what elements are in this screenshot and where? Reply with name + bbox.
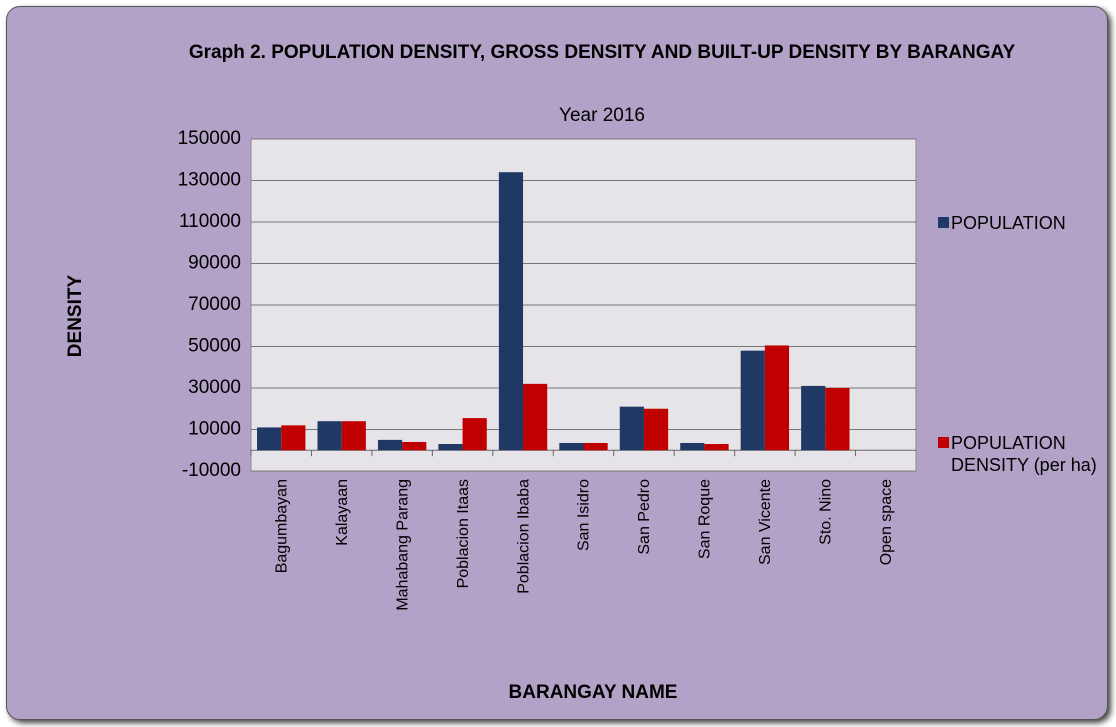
y-tick-label: 130000 — [178, 170, 241, 191]
bar — [498, 172, 524, 451]
bar — [281, 425, 306, 451]
y-axis-label: DENSITY — [65, 275, 86, 358]
bar — [257, 427, 282, 451]
bar — [825, 388, 850, 451]
legend-swatch — [938, 437, 949, 448]
y-tick-label: 10000 — [188, 419, 241, 440]
y-tick-label: 150000 — [178, 128, 241, 149]
x-tick-label: San Roque — [697, 479, 714, 559]
bar — [643, 408, 669, 451]
bar — [764, 345, 790, 451]
legend-swatch — [938, 217, 949, 228]
bar — [438, 444, 463, 451]
x-tick-label: Sto. Nino — [818, 479, 835, 545]
x-tick-label: San Isidro — [576, 479, 593, 551]
x-tick-label: Open space — [878, 479, 895, 565]
legend-label: POPULATION DENSITY (per ha) — [951, 433, 1097, 475]
x-tick-label: Poblacion Ibaba — [515, 479, 532, 594]
y-tick-label: 30000 — [188, 377, 241, 398]
x-tick-label: Mahabang Parang — [394, 479, 411, 611]
legend-label: POPULATION — [951, 213, 1066, 233]
x-tick-label: Poblacion Itaas — [455, 479, 472, 588]
bar — [317, 421, 342, 451]
x-tick-label: Kalayaan — [334, 479, 351, 546]
x-tick-label: San Pedro — [636, 479, 653, 555]
chart-subtitle: Year 2016 — [559, 105, 645, 126]
y-tick-label: 70000 — [188, 294, 241, 315]
bar — [462, 418, 487, 451]
bar — [801, 385, 826, 451]
bar — [619, 406, 644, 451]
y-tick-label: 90000 — [188, 253, 241, 274]
x-tick-label: Bagumbayan — [273, 479, 290, 573]
bar — [704, 444, 729, 451]
bar — [559, 442, 584, 451]
bar — [377, 439, 403, 451]
x-axis-label: BARANGAY NAME — [509, 682, 678, 703]
chart-title: Graph 2. POPULATION DENSITY, GROSS DENSI… — [188, 42, 1016, 63]
bar — [680, 442, 705, 451]
y-tick-label: 50000 — [188, 336, 241, 357]
bar — [740, 350, 765, 451]
bar — [523, 383, 548, 451]
chart-frame: DENSITY BARANGAY NAME -10000 10000 30000 50… — [6, 6, 1108, 720]
y-tick-label: -10000 — [182, 460, 241, 481]
bar — [341, 421, 366, 451]
y-tick-label: 110000 — [179, 211, 241, 232]
chart: DENSITY BARANGAY NAME -10000 10000 30000 50… — [65, 128, 949, 703]
bar — [402, 441, 427, 451]
bar — [583, 442, 608, 451]
x-tick-label: San Vicente — [757, 479, 774, 565]
